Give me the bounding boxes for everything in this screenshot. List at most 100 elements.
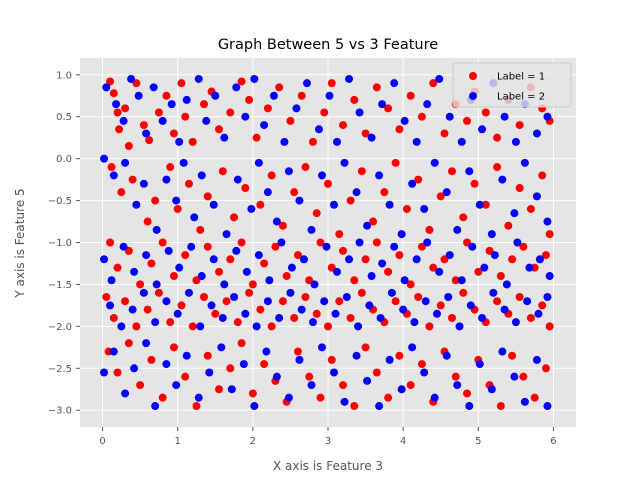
- data-point: [132, 322, 141, 331]
- data-point: [232, 246, 241, 255]
- data-point: [181, 112, 190, 121]
- data-point: [115, 125, 124, 134]
- data-point: [465, 402, 474, 411]
- data-point: [252, 322, 261, 331]
- data-point: [538, 171, 547, 180]
- data-point: [339, 121, 348, 130]
- data-point: [378, 259, 387, 268]
- data-point: [130, 364, 139, 373]
- data-point: [263, 188, 272, 197]
- legend-marker: [469, 72, 477, 80]
- data-point: [267, 171, 276, 180]
- y-tick-label: 1.0: [56, 70, 72, 81]
- data-point: [169, 343, 178, 352]
- data-point: [395, 251, 404, 260]
- data-point: [545, 322, 554, 331]
- data-point: [203, 351, 212, 360]
- data-point: [142, 251, 151, 260]
- data-point: [519, 242, 528, 251]
- data-point: [297, 91, 306, 100]
- data-point: [286, 288, 295, 297]
- data-point: [248, 389, 257, 398]
- data-point: [365, 301, 374, 310]
- data-point: [132, 200, 141, 209]
- data-point: [230, 293, 239, 302]
- data-point: [391, 158, 400, 167]
- y-tick-label: −1.0: [48, 238, 72, 249]
- data-point: [384, 267, 393, 276]
- data-point: [519, 372, 528, 381]
- data-point: [500, 305, 509, 314]
- data-point: [375, 171, 384, 180]
- y-tick-label: 0.5: [56, 112, 72, 123]
- data-point: [541, 364, 550, 373]
- data-point: [357, 167, 366, 176]
- data-point: [432, 309, 441, 318]
- data-point: [267, 322, 276, 331]
- data-point: [113, 368, 122, 377]
- data-point: [526, 313, 535, 322]
- legend-label: Label = 2: [497, 92, 545, 103]
- data-point: [301, 293, 310, 302]
- data-point: [308, 318, 317, 327]
- data-point: [408, 343, 417, 352]
- data-point: [200, 293, 208, 302]
- y-axis-label: Y axis is Feature 5: [13, 188, 27, 298]
- data-point: [272, 217, 281, 226]
- data-point: [543, 112, 552, 121]
- data-point: [242, 267, 251, 276]
- data-point: [451, 372, 460, 381]
- data-point: [128, 305, 137, 314]
- y-axis-ticks: 1.0 0.5 0.0 −0.5 −1.0 −1.5 −2.0 −2.5 −3.0: [48, 70, 80, 417]
- data-point: [474, 267, 483, 276]
- data-point: [293, 347, 302, 356]
- data-point: [181, 372, 190, 381]
- data-point: [487, 385, 496, 394]
- data-point: [250, 74, 259, 83]
- data-point: [106, 301, 115, 310]
- data-point: [121, 389, 130, 398]
- data-point: [402, 204, 411, 213]
- data-point: [151, 318, 160, 327]
- data-point: [465, 167, 474, 176]
- data-point: [263, 104, 272, 113]
- data-point: [164, 246, 173, 255]
- data-point: [209, 255, 218, 264]
- data-point: [513, 238, 522, 247]
- data-point: [196, 322, 205, 331]
- x-axis-ticks: 0 1 2 3 4 5 6: [99, 427, 557, 447]
- data-point: [145, 136, 154, 145]
- data-point: [395, 351, 404, 360]
- data-point: [342, 293, 351, 302]
- data-point: [158, 393, 167, 402]
- data-point: [182, 95, 191, 104]
- data-point: [481, 200, 490, 209]
- data-point: [162, 91, 171, 100]
- data-point: [121, 104, 130, 113]
- data-point: [436, 301, 445, 310]
- legend-marker: [469, 92, 477, 100]
- data-point: [543, 402, 552, 411]
- data-point: [211, 91, 220, 100]
- y-tick-label: −2.5: [48, 364, 72, 375]
- data-point: [496, 272, 505, 281]
- data-point: [340, 158, 349, 167]
- data-point: [293, 251, 302, 260]
- data-point: [468, 242, 477, 251]
- data-point: [179, 158, 188, 167]
- data-point: [420, 204, 429, 213]
- data-point: [330, 200, 339, 209]
- data-point: [508, 255, 517, 264]
- data-point: [205, 368, 214, 377]
- data-point: [350, 276, 359, 285]
- data-point: [470, 179, 479, 188]
- data-point: [109, 89, 118, 98]
- data-point: [312, 209, 321, 218]
- data-point: [543, 217, 552, 226]
- x-tick-label: 5: [475, 436, 481, 447]
- data-point: [175, 137, 184, 146]
- x-tick-label: 1: [175, 436, 181, 447]
- data-point: [107, 163, 116, 172]
- data-point: [395, 125, 404, 134]
- data-point: [250, 402, 259, 411]
